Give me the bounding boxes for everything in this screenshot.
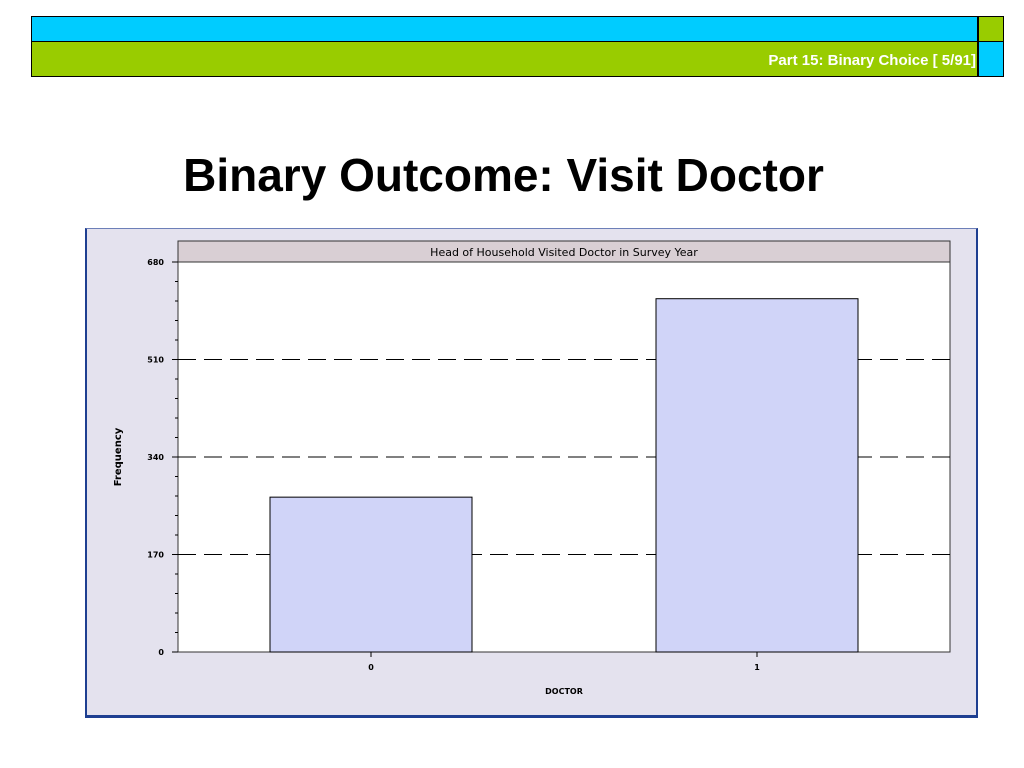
y-tick-label: 680 xyxy=(147,258,164,267)
bar xyxy=(655,298,859,653)
slide-title: Binary Outcome: Visit Doctor xyxy=(183,149,824,201)
header-corner-square-bottom xyxy=(978,42,1004,77)
header-corner-square-top xyxy=(978,16,1004,42)
x-tick-label: 0 xyxy=(368,663,374,672)
chart-layer: Head of Household Visited Doctor in Surv… xyxy=(113,240,951,696)
header-band-top xyxy=(31,16,978,42)
bar-chart: Head of Household Visited Doctor in Surv… xyxy=(113,240,951,696)
x-tick-label: 1 xyxy=(754,663,760,672)
y-axis-label: Frequency xyxy=(113,427,124,486)
y-tick-label: 340 xyxy=(147,453,164,462)
slide-header-label: Part 15: Binary Choice [ 5/91] xyxy=(768,52,976,69)
bar xyxy=(269,496,473,653)
chart-frame: Head of Household Visited Doctor in Surv… xyxy=(85,228,978,718)
chart-title: Head of Household Visited Doctor in Surv… xyxy=(430,246,698,259)
x-axis-label: DOCTOR xyxy=(545,687,583,696)
y-tick-label: 510 xyxy=(147,356,164,365)
header-band-bottom xyxy=(31,42,978,77)
y-tick-label: 170 xyxy=(147,551,164,560)
y-tick-label: 0 xyxy=(158,648,164,657)
